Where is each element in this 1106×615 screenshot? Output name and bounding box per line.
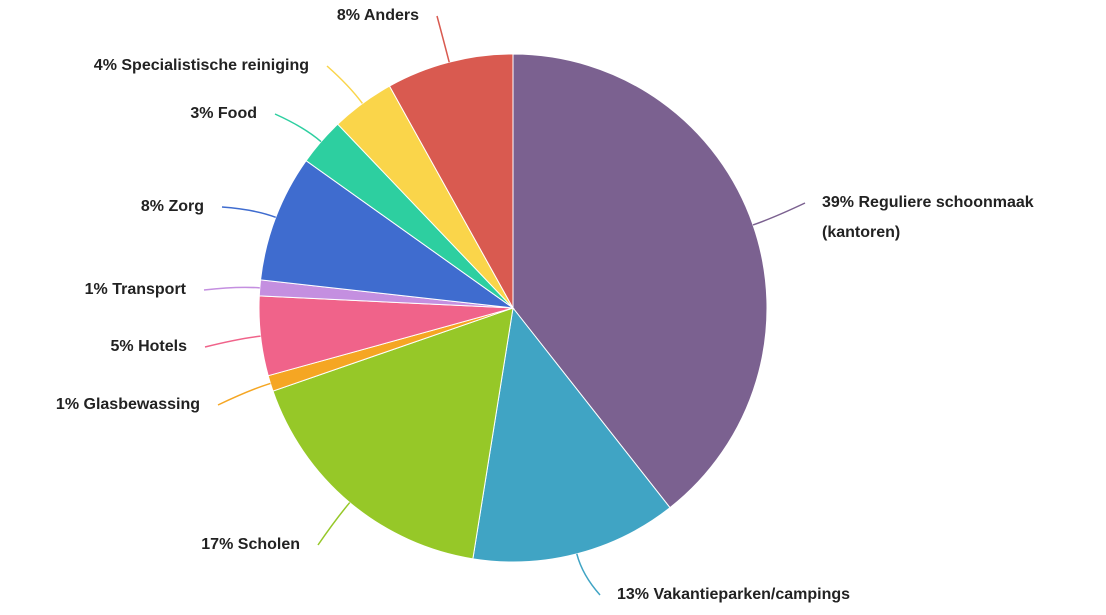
slice-label: 17% Scholen (201, 530, 300, 560)
slice-label: 39% Reguliere schoonmaak (kantoren) (822, 188, 1106, 248)
category-label: Hotels (138, 338, 187, 355)
value-label: 13% (617, 586, 650, 603)
category-label: Scholen (237, 536, 300, 553)
slice-label: 1% Glasbewassing (56, 390, 200, 420)
value-label: 5% (110, 338, 134, 355)
slice-label: 5% Hotels (111, 332, 187, 362)
pie-slice (388, 53, 514, 310)
slice-label: 13% Vakantieparken/campings (617, 580, 850, 610)
leader-line (204, 335, 261, 348)
slice-label: 8% Zorg (141, 192, 204, 222)
value-label: 1% (55, 396, 80, 413)
category-label: Anders (363, 7, 419, 24)
value-label: 39% (822, 194, 855, 211)
slice-label: 8% Anders (337, 1, 419, 31)
pie-slice (472, 306, 671, 563)
value-label: 3% (190, 105, 214, 122)
leader-line (274, 113, 322, 143)
leader-line (217, 382, 271, 406)
leader-line (317, 502, 351, 546)
value-label: 8% (140, 198, 164, 215)
leader-line (221, 206, 276, 219)
category-label: Food (217, 105, 257, 122)
category-label: Transport (112, 281, 186, 298)
category-label: Reguliere schoonmaak (kantoren) (822, 194, 1034, 241)
category-label: Specialistische reiniging (121, 57, 309, 74)
leader-line (326, 65, 364, 104)
slice-label: 3% Food (190, 99, 257, 129)
leader-line (203, 286, 260, 291)
slice-label: 4% Specialistische reiniging (94, 51, 309, 81)
value-label: 17% (201, 536, 234, 553)
leader-line (752, 202, 806, 226)
leader-line (576, 553, 601, 596)
category-label: Zorg (168, 198, 204, 215)
category-label: Glasbewassing (83, 396, 201, 413)
category-label: Vakantieparken/campings (653, 586, 851, 603)
value-label: 4% (93, 57, 117, 74)
pie-slice (260, 159, 515, 309)
slice-label: 1% Transport (85, 275, 186, 305)
leader-line (436, 15, 450, 63)
value-label: 1% (84, 281, 108, 298)
value-label: 8% (336, 7, 361, 24)
